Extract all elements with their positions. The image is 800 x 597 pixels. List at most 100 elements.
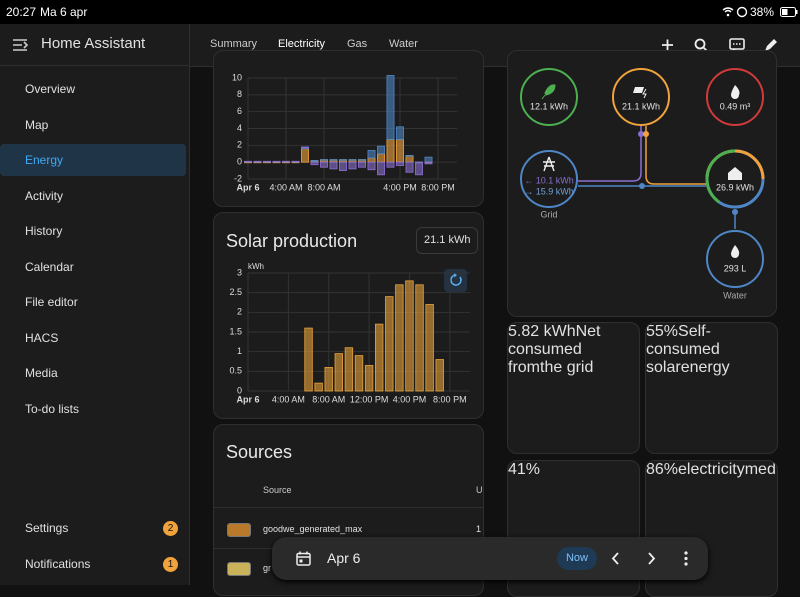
app-title: Home Assistant xyxy=(41,35,146,52)
flow-dot xyxy=(639,183,645,189)
node-value: ← 10.1 kWh xyxy=(524,175,574,185)
distribution-card: 12.1 kWh 21.1 kWh 0.49 m³ ← 10.1 kWh → 1… xyxy=(507,50,777,317)
y-axis-label: kWh xyxy=(248,262,264,271)
y-tick-label: 0 xyxy=(237,385,242,395)
battery-icon xyxy=(780,7,798,17)
y-tick-label: 10 xyxy=(232,72,242,82)
node-value: 26.9 kWh xyxy=(716,182,754,192)
nav-item[interactable]: Overview xyxy=(0,73,190,105)
solar-chart: 0 0.5 1 1.5 2 2.5 3 Apr 6 4:00 AM 8:00 AM 12:00 PM… xyxy=(229,262,470,404)
y-tick-label: -2 xyxy=(234,173,242,183)
status-icons xyxy=(722,6,748,18)
gauge-label: the grid xyxy=(540,359,594,376)
nav-item[interactable]: Map xyxy=(0,109,190,141)
gauge-value-label: 5.82 kWh xyxy=(508,323,576,340)
bar xyxy=(358,161,366,168)
gauge-label: Self-consumed solar xyxy=(646,323,720,376)
bar xyxy=(396,126,404,140)
y-tick-label: 0 xyxy=(237,157,242,167)
bar xyxy=(364,365,374,392)
nav-item[interactable]: Notifications xyxy=(0,548,190,580)
bar xyxy=(405,155,414,157)
date: Apr 6 xyxy=(327,550,361,566)
divider xyxy=(0,65,189,66)
nav-label: Settings xyxy=(25,521,69,535)
bar xyxy=(320,159,328,161)
tab[interactable]: Water xyxy=(389,38,418,50)
bar xyxy=(377,145,385,155)
bar xyxy=(377,153,385,163)
nav-item[interactable]: File editor xyxy=(0,286,190,318)
bar xyxy=(339,159,347,161)
y-tick-label: 2 xyxy=(237,307,242,317)
tower-icon xyxy=(543,156,555,172)
y-tick-label: 6 xyxy=(237,106,242,116)
usage-chart: -2 0 2 4 6 8 10 Apr 6 4:00 AM 8:00 AM 4:00 PM 8:00 … xyxy=(232,72,457,192)
reset-zoom[interactable] xyxy=(444,269,467,292)
node-value: 0.49 m³ xyxy=(720,101,751,111)
node[interactable] xyxy=(612,68,670,126)
bar xyxy=(367,149,376,159)
nav-item[interactable]: Energy xyxy=(0,144,186,176)
nav-label: Energy xyxy=(25,153,64,167)
nav-item[interactable]: Calendar xyxy=(0,251,190,283)
nav-label: Map xyxy=(25,117,49,132)
node[interactable] xyxy=(706,230,764,288)
y-tick-label: 3 xyxy=(237,267,242,277)
x-tick-label: 8:00 AM xyxy=(312,394,345,404)
x-tick-label: 4:00 AM xyxy=(272,394,305,404)
x-tick-label: 4:00 PM xyxy=(383,182,417,192)
tab[interactable]: Gas xyxy=(347,38,368,50)
toolbar-icons[interactable] xyxy=(659,37,777,53)
card-title: Sources xyxy=(226,442,293,462)
y-tick-label: 2 xyxy=(237,140,242,150)
bar xyxy=(396,139,404,163)
distribution: 12.1 kWh 21.1 kWh 0.49 m³ ← 10.1 kWh → 1… xyxy=(520,68,765,300)
bar xyxy=(301,148,309,163)
bar xyxy=(348,159,357,161)
date: Ma 6 apr xyxy=(40,5,88,19)
nav-icons[interactable] xyxy=(608,550,696,567)
flow-dot xyxy=(643,131,649,137)
nav-item[interactable]: Activity xyxy=(0,180,190,212)
nav-item[interactable]: To-do lists xyxy=(0,393,190,425)
gauge-label: med xyxy=(744,461,776,478)
bar xyxy=(425,304,434,392)
gauge: 86%electricitymed xyxy=(646,461,776,478)
bar xyxy=(348,161,357,170)
swatch xyxy=(227,562,251,576)
y-tick-label: 4 xyxy=(237,123,242,133)
gauge-label: electricity xyxy=(678,461,745,478)
gauge-value-label: 41% xyxy=(508,461,541,478)
bar xyxy=(253,160,262,163)
leaf-icon xyxy=(541,84,556,100)
tab[interactable]: Electricity xyxy=(278,38,326,50)
node[interactable] xyxy=(520,68,578,126)
nav-item[interactable]: History xyxy=(0,215,190,247)
source-name: goodwe_generated_max xyxy=(263,524,363,534)
bar xyxy=(301,146,309,149)
divider xyxy=(214,507,483,508)
nav-item[interactable]: Media xyxy=(0,357,190,389)
gauge-value-label: 55% xyxy=(646,323,679,340)
now-button[interactable]: Now xyxy=(557,547,597,570)
bar xyxy=(386,75,395,140)
nav-item[interactable]: Settings xyxy=(0,512,190,544)
node-value: 12.1 kWh xyxy=(530,101,568,111)
gauge-card: 55%Self-consumed solarenergy xyxy=(645,322,778,454)
bar xyxy=(386,161,395,168)
bar xyxy=(291,160,300,163)
x-tick-label: 8:00 PM xyxy=(421,182,455,192)
fire-icon xyxy=(731,85,740,99)
nav-item[interactable]: HACS xyxy=(0,322,190,354)
gauge: 5.82 kWhNet consumed fromthe grid xyxy=(508,323,601,376)
node-ring xyxy=(705,149,736,204)
y-tick-label: 2.5 xyxy=(229,287,242,297)
node[interactable] xyxy=(706,68,764,126)
tab[interactable]: Summary xyxy=(210,38,258,50)
x-tick-label: 8:00 PM xyxy=(433,394,467,404)
bar xyxy=(320,161,328,168)
node[interactable] xyxy=(520,150,578,208)
sidebar: Home Assistant Overview Map Energy Activity… xyxy=(0,24,190,585)
menu-icon[interactable] xyxy=(13,39,29,51)
